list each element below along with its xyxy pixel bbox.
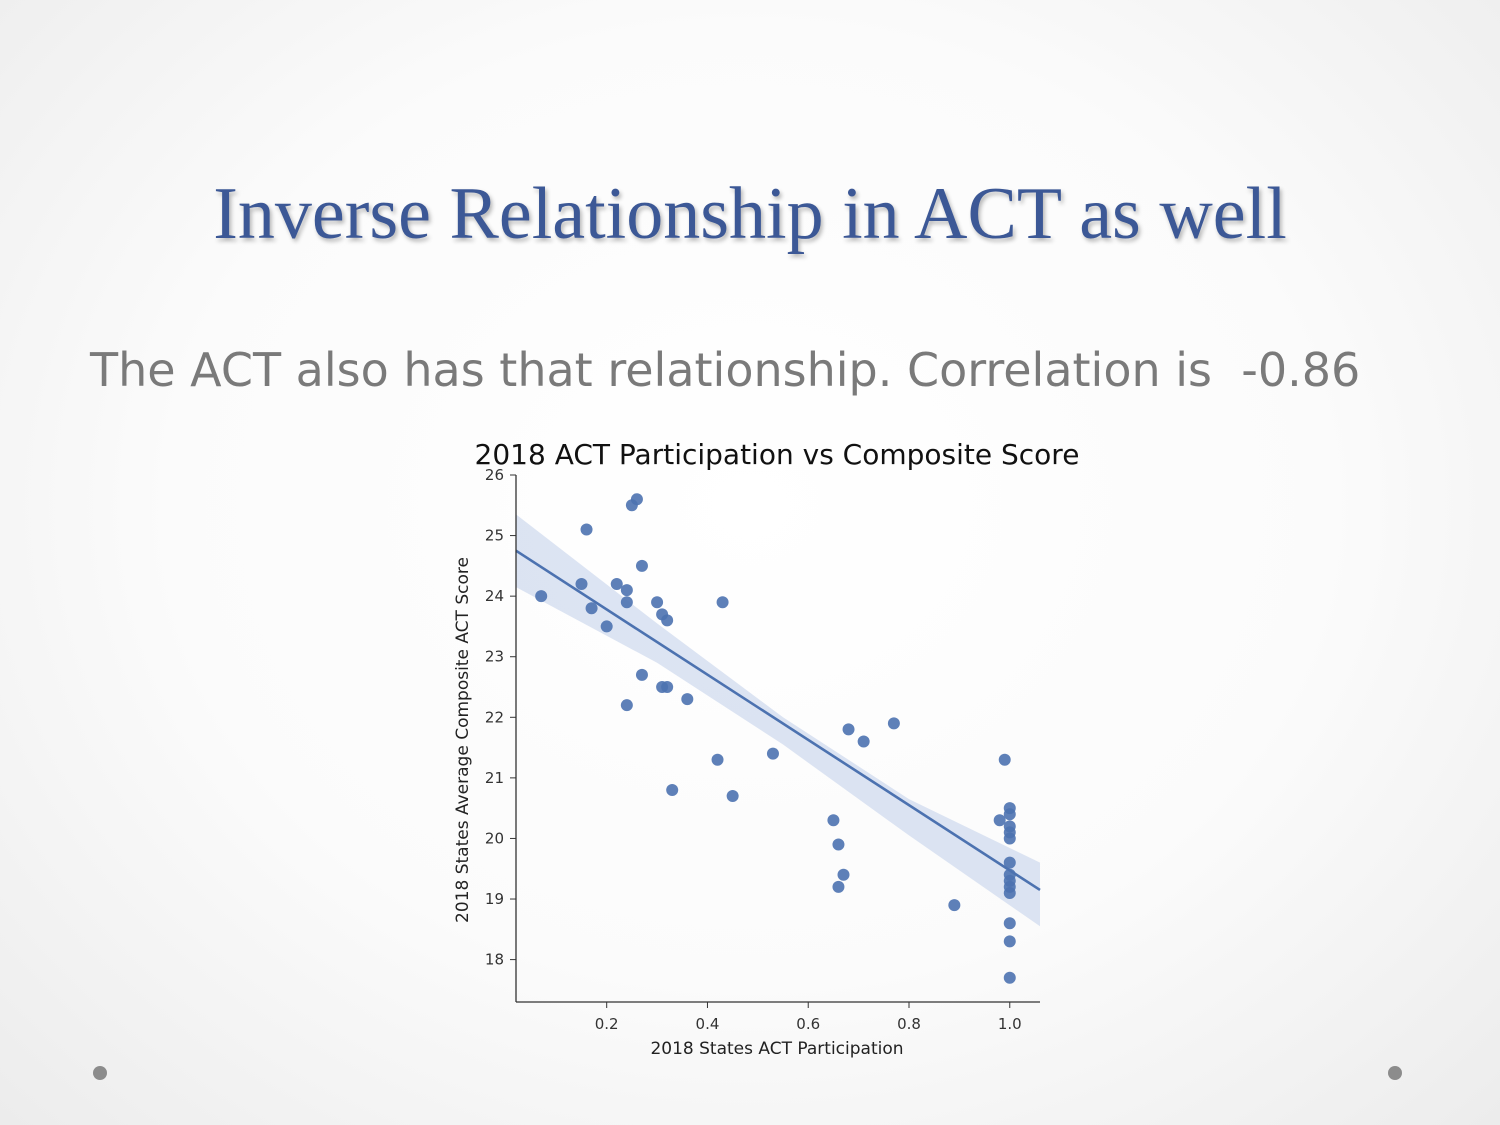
data-point xyxy=(620,584,633,597)
data-point xyxy=(948,899,961,912)
data-point xyxy=(716,596,729,609)
data-point xyxy=(651,596,664,609)
y-tick-label: 22 xyxy=(485,708,504,726)
y-axis-label: 2018 States Average Composite ACT Score xyxy=(453,557,473,923)
x-tick-label: 0.4 xyxy=(696,1015,720,1033)
regression-line xyxy=(515,549,1041,892)
y-tick-label: 18 xyxy=(485,951,504,969)
y-tick-label: 26 xyxy=(485,466,504,484)
x-tick-label: 1.0 xyxy=(998,1015,1022,1033)
chart-title: 2018 ACT Participation vs Composite Scor… xyxy=(475,438,1080,471)
data-point xyxy=(1003,832,1016,845)
data-point xyxy=(766,747,779,760)
data-point xyxy=(585,602,598,615)
y-tick-label: 20 xyxy=(485,829,504,847)
data-point xyxy=(857,735,870,748)
y-tick-label: 24 xyxy=(485,587,504,605)
data-point xyxy=(580,523,593,536)
data-point xyxy=(661,614,674,627)
y-tick-label: 19 xyxy=(485,890,504,908)
data-point xyxy=(575,578,588,591)
data-points xyxy=(535,493,1016,984)
data-point xyxy=(993,814,1006,827)
data-point xyxy=(666,783,679,796)
right-decorative-dot xyxy=(1388,1066,1402,1080)
data-point xyxy=(711,753,724,766)
x-tick-label: 0.8 xyxy=(897,1015,921,1033)
data-point xyxy=(620,596,633,609)
data-point xyxy=(726,790,739,803)
slide-body-text: The ACT also has that relationship. Corr… xyxy=(90,343,1361,397)
x-tick-label: 0.2 xyxy=(595,1015,619,1033)
data-point xyxy=(610,578,623,591)
data-point xyxy=(600,620,613,633)
data-point xyxy=(620,699,633,712)
data-point xyxy=(1003,886,1016,899)
left-decorative-dot xyxy=(93,1066,107,1080)
data-point xyxy=(635,559,648,572)
data-point xyxy=(1003,971,1016,984)
data-point xyxy=(832,838,845,851)
y-tick-label: 21 xyxy=(485,769,504,787)
y-ticks: 18 19 20 21 22 23 24 25 26 xyxy=(485,466,516,969)
data-point xyxy=(1003,808,1016,821)
y-tick-label: 25 xyxy=(485,527,504,545)
data-point xyxy=(661,681,674,694)
x-tick-label: 0.6 xyxy=(796,1015,820,1033)
data-point xyxy=(842,723,855,736)
data-point xyxy=(681,693,694,706)
data-point xyxy=(832,880,845,893)
x-ticks: 0.2 0.4 0.6 0.8 1.0 xyxy=(595,1002,1022,1033)
y-tick-label: 23 xyxy=(485,648,504,666)
slide-title: Inverse Relationship in ACT as well xyxy=(213,173,1287,255)
data-point xyxy=(998,753,1011,766)
data-point xyxy=(630,493,643,506)
data-point xyxy=(535,590,548,603)
x-axis-label: 2018 States ACT Participation xyxy=(650,1039,903,1059)
data-point xyxy=(635,668,648,681)
data-point xyxy=(1003,856,1016,869)
data-point xyxy=(887,717,900,730)
data-point xyxy=(1003,917,1016,930)
data-point xyxy=(1003,935,1016,948)
data-point xyxy=(827,814,840,827)
data-point xyxy=(837,868,850,881)
